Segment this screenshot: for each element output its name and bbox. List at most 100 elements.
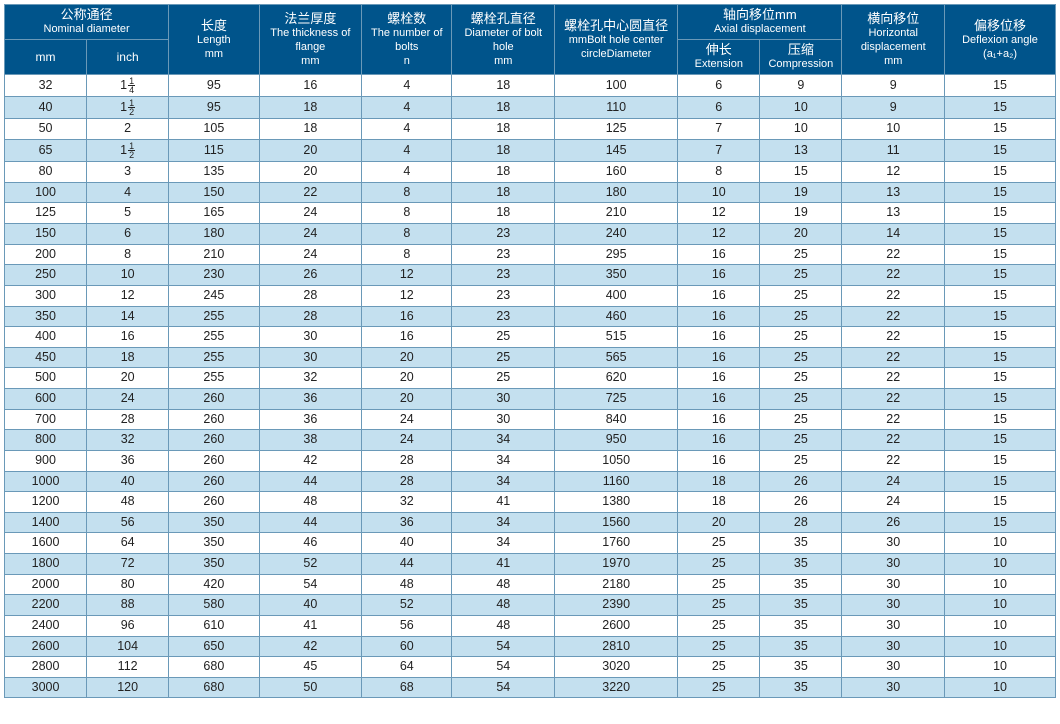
cell-ext: 16 bbox=[678, 327, 760, 348]
header-label: 轴向移位mm bbox=[679, 7, 840, 23]
cell-defl: 15 bbox=[945, 140, 1056, 162]
table-row: 502105184181257101015 bbox=[5, 119, 1056, 140]
cell-inch: 112 bbox=[87, 657, 169, 678]
cell-length: 260 bbox=[169, 389, 259, 410]
cell-length: 260 bbox=[169, 430, 259, 451]
cell-defl: 15 bbox=[945, 347, 1056, 368]
table-row: 8003226038243495016252215 bbox=[5, 430, 1056, 451]
table-header: 公称通径 Nominal diameter 长度 Length mm 法兰厚度 … bbox=[5, 5, 1056, 75]
cell-circle: 240 bbox=[555, 224, 678, 245]
cell-bolts: 64 bbox=[362, 657, 452, 678]
cell-comp: 35 bbox=[760, 554, 842, 575]
cell-ext: 16 bbox=[678, 450, 760, 471]
cell-flange: 52 bbox=[259, 554, 362, 575]
cell-inch: 3 bbox=[87, 162, 169, 183]
cell-comp: 20 bbox=[760, 224, 842, 245]
cell-bolts: 24 bbox=[362, 430, 452, 451]
cell-horiz: 30 bbox=[842, 677, 945, 698]
cell-bolthole: 23 bbox=[452, 244, 555, 265]
col-bolts: 螺栓数 The number of bolts n bbox=[362, 5, 452, 75]
cell-length: 210 bbox=[169, 244, 259, 265]
cell-defl: 15 bbox=[945, 368, 1056, 389]
cell-bolthole: 25 bbox=[452, 347, 555, 368]
cell-inch: 80 bbox=[87, 574, 169, 595]
cell-mm: 32 bbox=[5, 75, 87, 97]
cell-bolthole: 30 bbox=[452, 389, 555, 410]
cell-mm: 1000 bbox=[5, 471, 87, 492]
cell-ext: 10 bbox=[678, 182, 760, 203]
cell-mm: 2600 bbox=[5, 636, 87, 657]
cell-defl: 10 bbox=[945, 657, 1056, 678]
cell-length: 350 bbox=[169, 533, 259, 554]
cell-flange: 36 bbox=[259, 389, 362, 410]
cell-bolts: 28 bbox=[362, 450, 452, 471]
header-sublabel: Compression bbox=[761, 58, 840, 72]
cell-defl: 15 bbox=[945, 450, 1056, 471]
cell-comp: 35 bbox=[760, 574, 842, 595]
cell-ext: 25 bbox=[678, 636, 760, 657]
cell-circle: 1380 bbox=[555, 492, 678, 513]
cell-comp: 25 bbox=[760, 306, 842, 327]
cell-bolts: 32 bbox=[362, 492, 452, 513]
cell-length: 610 bbox=[169, 615, 259, 636]
cell-mm: 500 bbox=[5, 368, 87, 389]
cell-ext: 16 bbox=[678, 285, 760, 306]
cell-circle: 515 bbox=[555, 327, 678, 348]
cell-flange: 40 bbox=[259, 595, 362, 616]
cell-flange: 24 bbox=[259, 203, 362, 224]
cell-length: 255 bbox=[169, 347, 259, 368]
col-axial: 轴向移位mm Axial displacement bbox=[678, 5, 842, 40]
cell-bolthole: 30 bbox=[452, 409, 555, 430]
cell-bolthole: 34 bbox=[452, 533, 555, 554]
cell-mm: 350 bbox=[5, 306, 87, 327]
header-label: 长度 bbox=[170, 18, 257, 34]
cell-inch: 112 bbox=[87, 140, 169, 162]
cell-flange: 41 bbox=[259, 615, 362, 636]
cell-circle: 2180 bbox=[555, 574, 678, 595]
cell-inch: 6 bbox=[87, 224, 169, 245]
cell-flange: 46 bbox=[259, 533, 362, 554]
cell-circle: 110 bbox=[555, 97, 678, 119]
cell-bolthole: 48 bbox=[452, 595, 555, 616]
cell-comp: 25 bbox=[760, 409, 842, 430]
cell-horiz: 30 bbox=[842, 595, 945, 616]
cell-bolts: 20 bbox=[362, 368, 452, 389]
cell-ext: 16 bbox=[678, 306, 760, 327]
header-label: 螺栓孔中心圆直径 bbox=[556, 18, 676, 34]
cell-horiz: 13 bbox=[842, 182, 945, 203]
cell-comp: 25 bbox=[760, 368, 842, 389]
cell-mm: 2000 bbox=[5, 574, 87, 595]
cell-length: 260 bbox=[169, 450, 259, 471]
cell-circle: 1970 bbox=[555, 554, 678, 575]
cell-defl: 10 bbox=[945, 574, 1056, 595]
cell-circle: 295 bbox=[555, 244, 678, 265]
cell-flange: 28 bbox=[259, 306, 362, 327]
cell-defl: 10 bbox=[945, 677, 1056, 698]
cell-length: 95 bbox=[169, 97, 259, 119]
cell-bolthole: 41 bbox=[452, 492, 555, 513]
cell-comp: 25 bbox=[760, 347, 842, 368]
cell-horiz: 22 bbox=[842, 389, 945, 410]
cell-inch: 36 bbox=[87, 450, 169, 471]
cell-bolts: 8 bbox=[362, 182, 452, 203]
cell-flange: 45 bbox=[259, 657, 362, 678]
cell-flange: 24 bbox=[259, 224, 362, 245]
cell-mm: 50 bbox=[5, 119, 87, 140]
col-comp: 压缩 Compression bbox=[760, 40, 842, 75]
cell-circle: 725 bbox=[555, 389, 678, 410]
table-row: 220088580405248239025353010 bbox=[5, 595, 1056, 616]
cell-bolthole: 23 bbox=[452, 285, 555, 306]
cell-comp: 25 bbox=[760, 389, 842, 410]
header-sublabel: Horizontal displacement bbox=[843, 27, 943, 55]
cell-circle: 125 bbox=[555, 119, 678, 140]
header-unit: mm bbox=[261, 55, 361, 69]
cell-flange: 32 bbox=[259, 368, 362, 389]
cell-mm: 1400 bbox=[5, 512, 87, 533]
cell-defl: 15 bbox=[945, 327, 1056, 348]
cell-bolthole: 34 bbox=[452, 471, 555, 492]
cell-comp: 19 bbox=[760, 203, 842, 224]
cell-ext: 25 bbox=[678, 533, 760, 554]
cell-ext: 16 bbox=[678, 389, 760, 410]
table-row: 2600104650426054281025353010 bbox=[5, 636, 1056, 657]
cell-length: 95 bbox=[169, 75, 259, 97]
